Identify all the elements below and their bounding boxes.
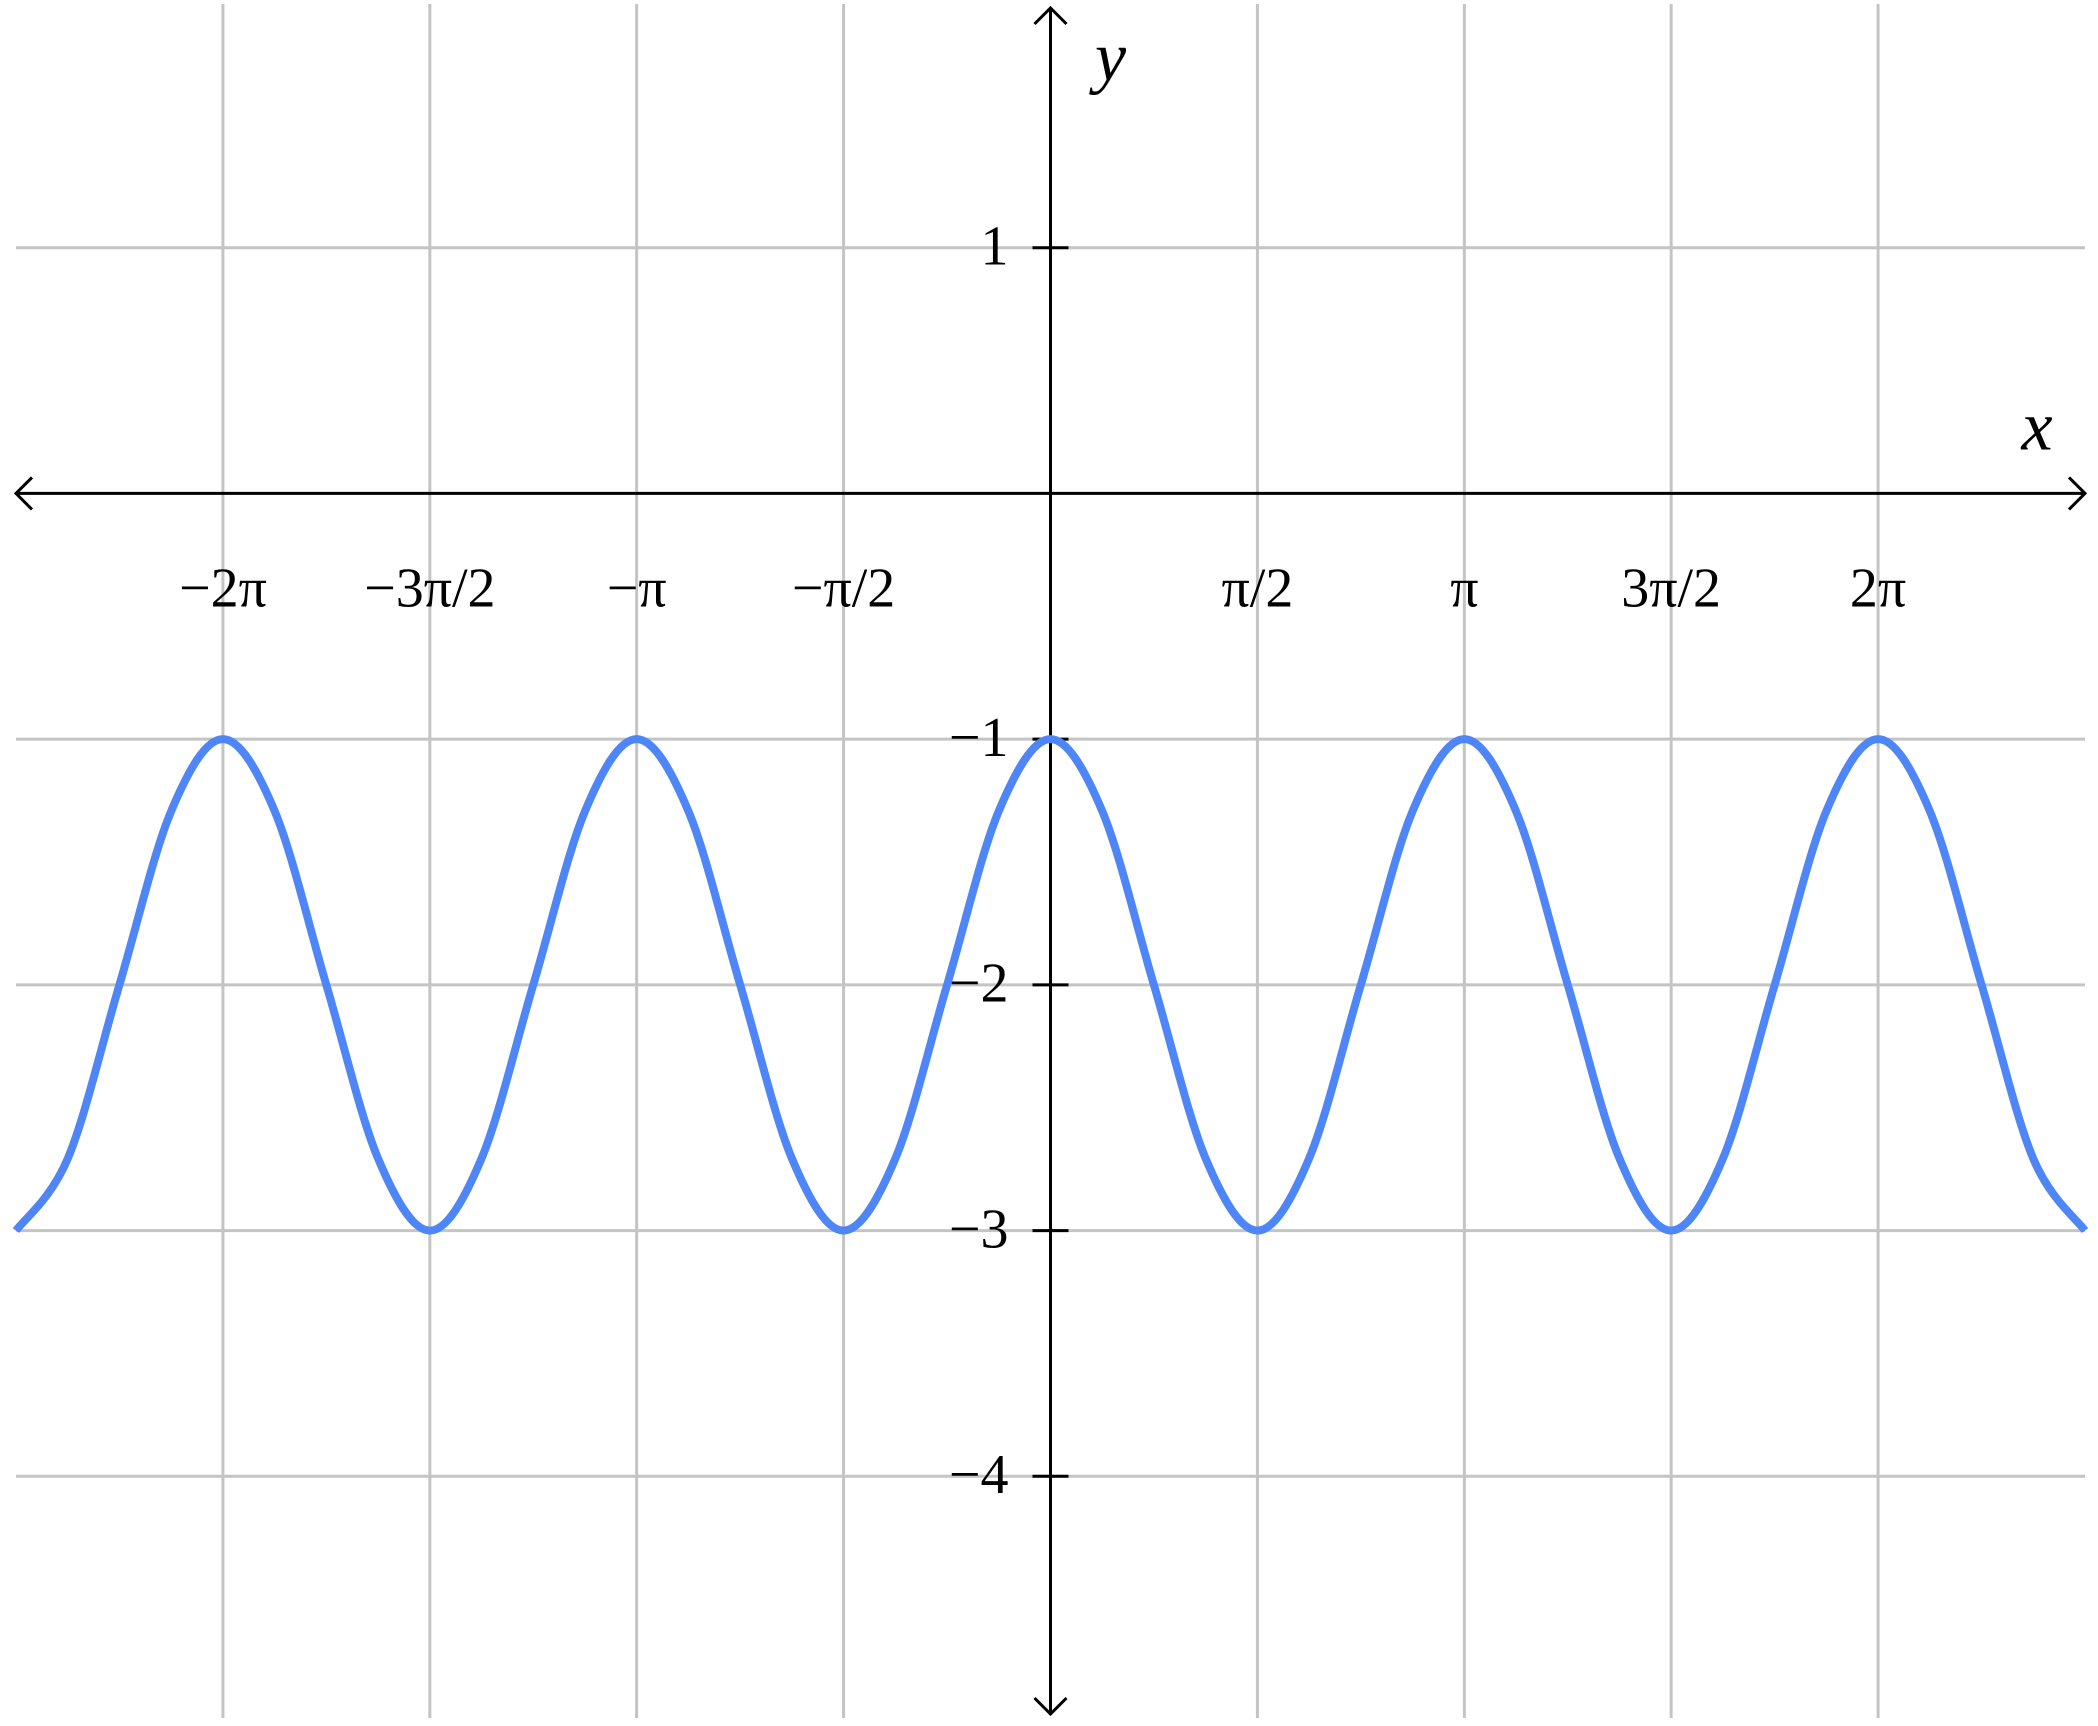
x-tick-label: −π/2 <box>792 557 895 619</box>
x-axis-arrow <box>13 476 34 511</box>
y-axis-arrow <box>1033 5 1068 26</box>
x-tick-label: −3π/2 <box>364 557 495 619</box>
y-tick-label: −3 <box>949 1198 1009 1260</box>
y-tick-label: −2 <box>949 953 1009 1015</box>
y-tick-label: −4 <box>949 1444 1009 1506</box>
y-tick-label: −1 <box>949 707 1009 769</box>
x-axis-arrow <box>2067 476 2088 511</box>
line-series <box>12 735 2089 1235</box>
y-axis-label: y <box>1089 19 1127 96</box>
labels: −2π −3π/2 −π −π/2 π/2 π 3π/2 2π 1 −1 −2 −3 −4 x y <box>179 19 2053 1506</box>
marks <box>12 735 2089 1235</box>
x-tick-label: −π <box>607 557 667 619</box>
x-tick-label: π <box>1450 557 1478 619</box>
x-axis-label: x <box>2020 388 2052 465</box>
x-tick-label: −2π <box>179 557 267 619</box>
x-tick-label: 3π/2 <box>1621 557 1721 619</box>
x-tick-label: 2π <box>1850 557 1906 619</box>
y-tick-label: 1 <box>981 216 1009 278</box>
y-axis-arrow <box>1033 1696 1068 1717</box>
x-tick-label: π/2 <box>1222 557 1294 619</box>
axes <box>13 5 2088 1717</box>
